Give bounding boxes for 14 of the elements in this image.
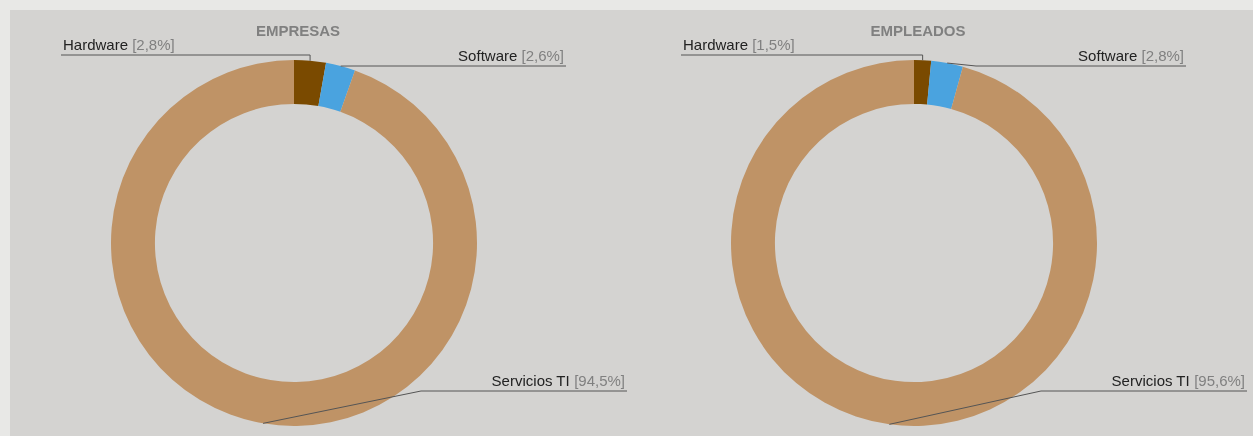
data-label: [2,6%] xyxy=(521,47,565,64)
chart-title: EMPLEADOS xyxy=(870,22,966,39)
slice-label: Servicios TI xyxy=(1111,372,1194,389)
data-label: [2,8%] xyxy=(1141,47,1185,64)
slice-label: Hardware xyxy=(683,36,753,53)
chart-title: EMPRESAS xyxy=(255,22,341,39)
slice-label: Software xyxy=(1078,47,1142,64)
slice-label: Hardware xyxy=(63,36,133,53)
data-label: [94,5%] xyxy=(574,372,626,389)
slice-label: Software xyxy=(458,47,522,64)
slice-label: Servicios TI xyxy=(491,372,574,389)
data-label: [1,5%] xyxy=(752,36,795,53)
data-label: [2,8%] xyxy=(132,36,175,53)
data-label: [95,6%] xyxy=(1194,372,1246,389)
